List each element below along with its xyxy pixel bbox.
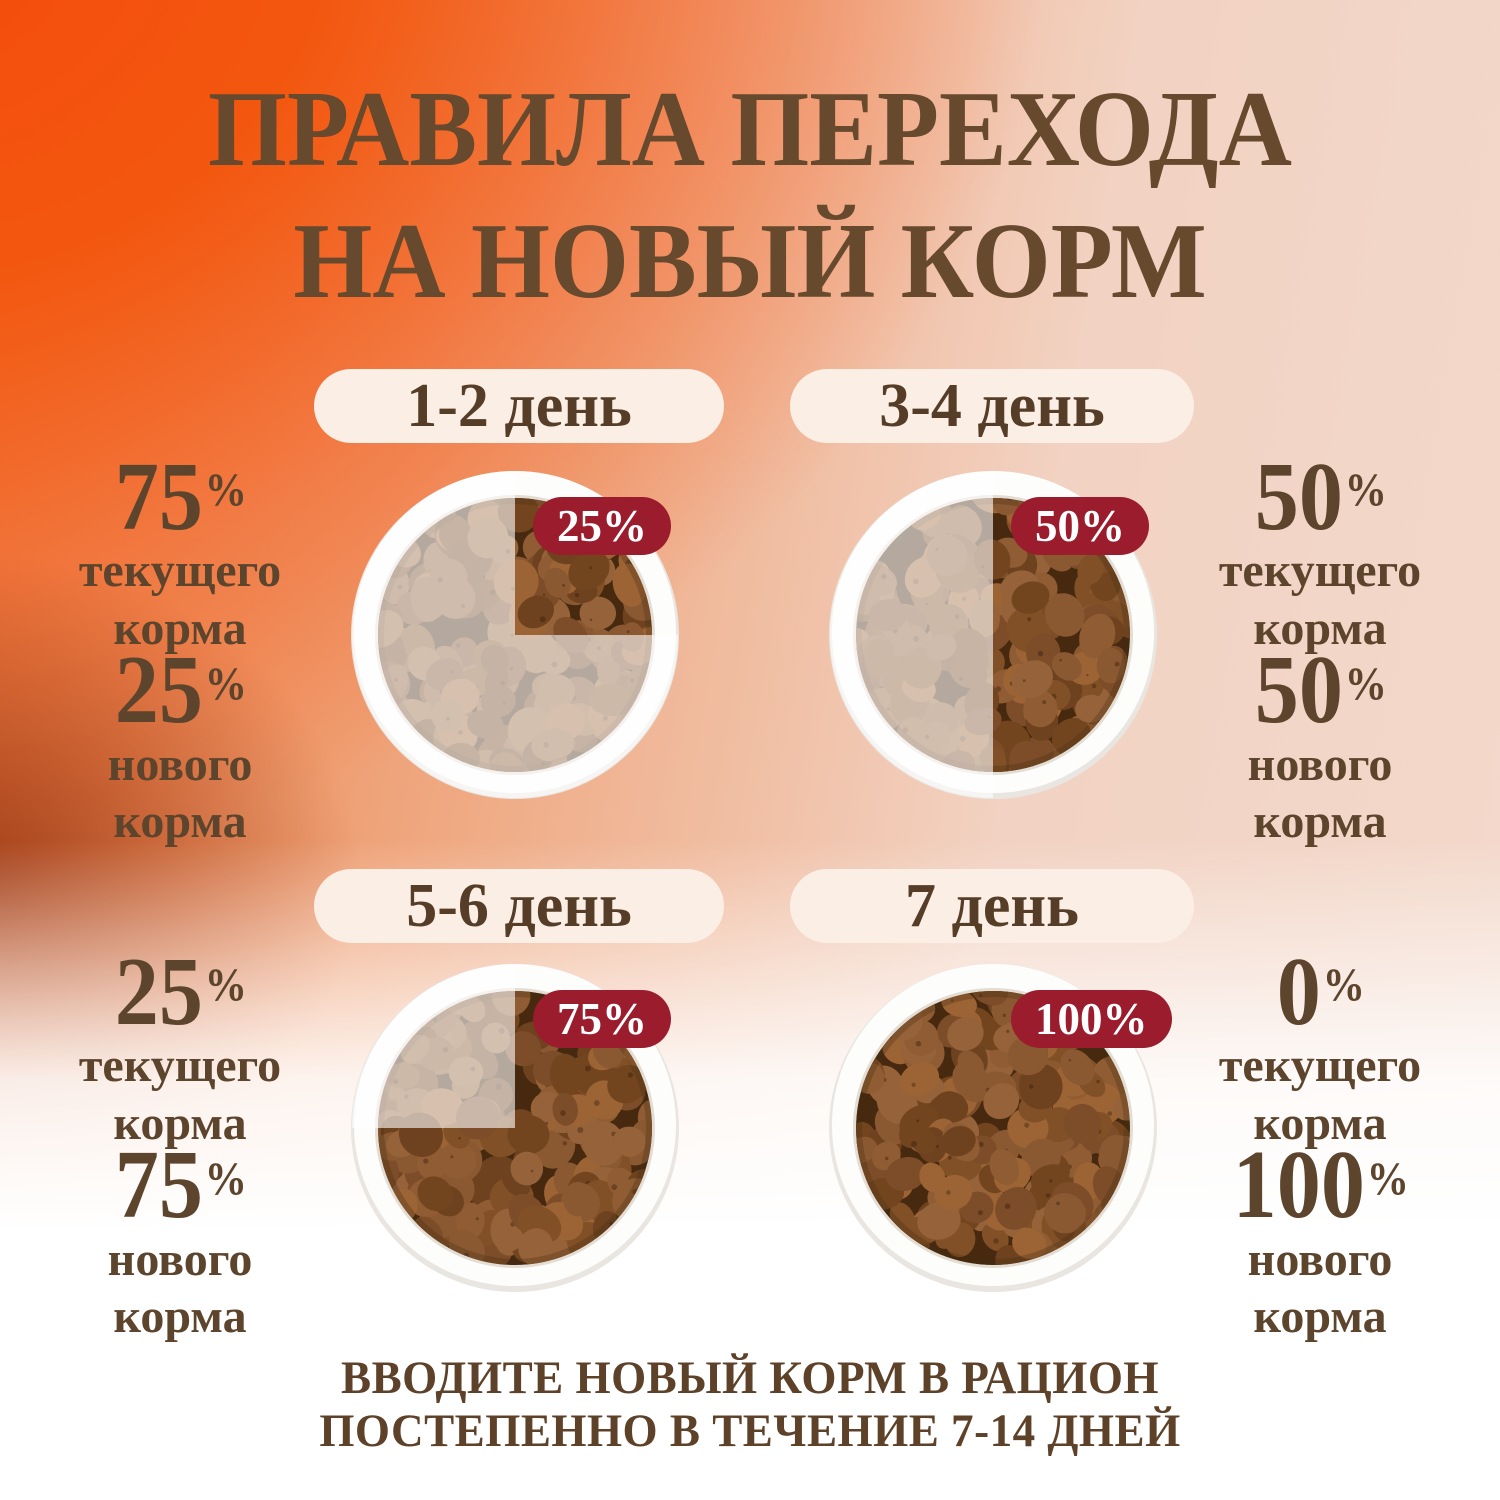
page-title: ПРАВИЛА ПЕРЕХОДА НА НОВЫЙ КОРМ: [45, 64, 1455, 328]
new-food-badge: 25%: [533, 497, 671, 555]
current-food-percent: 50%: [1254, 443, 1387, 551]
current-food-caption: текущего корма: [1218, 1039, 1422, 1150]
day-pill-1-2: 1-2 день: [314, 369, 724, 443]
current-food-ratio: 75% текущего корма: [30, 443, 330, 657]
new-food-percent: 100%: [1232, 1131, 1410, 1240]
new-food-ratio: 50% нового корма: [1170, 636, 1470, 850]
page-title-line2: НА НОВЫЙ КОРМ: [293, 201, 1207, 321]
ratio-labels-day-3-4: 50% текущего корма 50% нового корма: [1170, 443, 1470, 851]
new-food-percent: 25%: [114, 636, 247, 745]
percent-sign: %: [204, 959, 247, 1012]
bowl-kibble-image: [351, 471, 679, 799]
footer-note: ВВОДИТЕ НОВЫЙ КОРМ В РАЦИОН ПОСТЕПЕННО В…: [30, 1352, 1470, 1457]
current-food-ratio: 50% текущего корма: [1170, 443, 1470, 657]
percent-sign: %: [204, 657, 247, 710]
day-pill-label: 3-4 день: [879, 371, 1105, 440]
day-pill-label: 7 день: [905, 871, 1079, 940]
new-food-badge: 75%: [533, 990, 671, 1048]
percent-sign: %: [1344, 464, 1387, 517]
bowl-kibble-image: [829, 471, 1157, 799]
current-food-percent: 0%: [1276, 938, 1365, 1046]
day-pill-label: 1-2 день: [406, 371, 632, 440]
percent-sign: %: [204, 464, 247, 517]
new-food-badge: 50%: [1011, 497, 1149, 555]
new-food-badge: 100%: [1011, 990, 1172, 1048]
percent-sign: %: [204, 1152, 247, 1205]
day-pill-5-6: 5-6 день: [314, 869, 724, 943]
new-food-ratio: 100% нового корма: [1170, 1131, 1470, 1345]
percent-sign: %: [1366, 1152, 1410, 1205]
day-pill-7: 7 день: [790, 869, 1194, 943]
current-food-percent: 75%: [114, 443, 247, 551]
footer-note-line1: ВВОДИТЕ НОВЫЙ КОРМ В РАЦИОН: [341, 1352, 1159, 1404]
ratio-labels-day-1-2: 75% текущего корма 25% нового корма: [30, 443, 330, 851]
new-food-ratio: 25% нового корма: [30, 636, 330, 850]
day-pill-3-4: 3-4 день: [790, 369, 1194, 443]
bowl-day-3-4: 50%: [828, 470, 1158, 800]
new-food-caption: нового корма: [1247, 1232, 1393, 1344]
new-food-percent: 50%: [1254, 636, 1387, 745]
new-food-caption: нового корма: [107, 1232, 253, 1344]
ratio-labels-day-5-6: 25% текущего корма 75% нового корма: [30, 938, 330, 1346]
bowl-day-1-2: 25%: [350, 470, 680, 800]
day-pill-label: 5-6 день: [406, 871, 632, 940]
percent-sign: %: [1322, 959, 1365, 1012]
new-food-percent: 75%: [114, 1131, 247, 1240]
current-food-percent: 25%: [114, 938, 247, 1046]
new-food-ratio: 75% нового корма: [30, 1131, 330, 1345]
page-title-line1: ПРАВИЛА ПЕРЕХОДА: [208, 70, 1292, 189]
new-food-caption: нового корма: [1247, 737, 1393, 849]
ratio-labels-day-7: 0% текущего корма 100% нового корма: [1170, 938, 1470, 1346]
bowl-day-5-6: 75%: [350, 963, 680, 1293]
current-food-ratio: 0% текущего корма: [1170, 938, 1470, 1152]
current-food-caption: текущего корма: [78, 544, 282, 655]
current-food-ratio: 25% текущего корма: [30, 938, 330, 1152]
percent-sign: %: [1344, 657, 1387, 710]
new-food-caption: нового корма: [107, 737, 253, 849]
current-food-caption: текущего корма: [1218, 544, 1422, 655]
current-food-caption: текущего корма: [78, 1039, 282, 1150]
bowl-day-7: 100%: [828, 963, 1172, 1293]
footer-note-line2: ПОСТЕПЕННО В ТЕЧЕНИЕ 7-14 ДНЕЙ: [319, 1404, 1181, 1457]
